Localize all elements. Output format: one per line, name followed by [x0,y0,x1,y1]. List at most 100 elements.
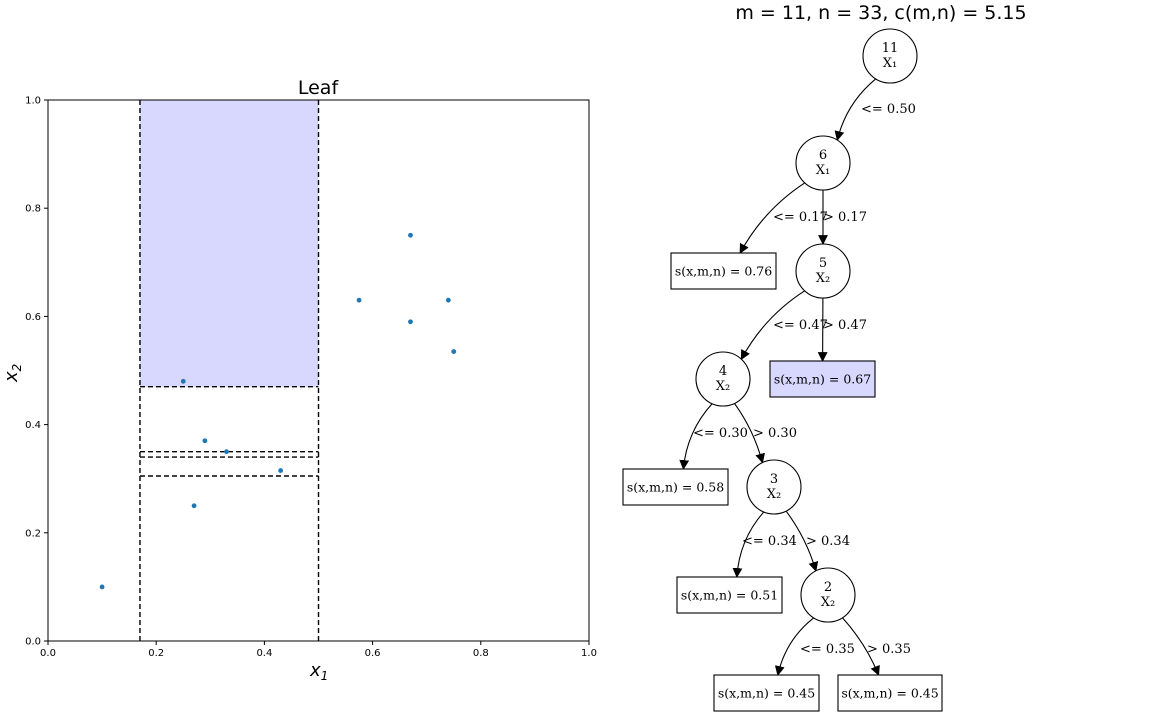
decision-tree: m = 11, n = 33, c(m,n) = 5.15 <= 0.50<= … [622,2,1027,712]
tree-edge-label: > 0.47 [823,318,867,333]
tree-leaf-score: s(x,m,n) = 0.67 [774,372,871,387]
tree-leaf-box-highlighted [769,360,876,398]
tree-node-circle [862,28,918,84]
tree-leaf: s(x,m,n) = 0.76 [670,252,777,290]
tree-edge-label: <= 0.35 [800,642,855,657]
data-point [408,319,413,325]
tree-leaf-box [622,468,729,506]
tree-node-circle [795,243,851,299]
tree-edge-label: > 0.34 [806,534,850,549]
tree-edge [834,78,877,142]
data-point [99,584,105,590]
tree-node-circle [695,351,751,407]
tree-node-feature: X₁ [816,163,830,178]
tree-node: 2X₂ [800,567,856,623]
tree-node-count: 6 [819,148,827,163]
y-tick-label: 0.0 [25,637,41,648]
tree-node: 5X₂ [795,243,851,299]
tree-leaf-box [837,674,943,712]
x-tick-label: 0.6 [365,648,381,659]
tree-edge-labels: <= 0.50 <= 0.17> 0.17 <= 0.47> 0.47 <= 0.30… [693,102,916,657]
highlighted-leaf-region [139,100,319,387]
data-point [445,297,451,303]
data-point [278,468,284,473]
data-point [191,503,197,509]
x-axis-ticks: 0.0 0.2 0.4 0.6 0.8 1.0 [40,641,597,659]
tree-edge-label: <= 0.47 [773,318,828,333]
tree-edges [679,78,880,676]
x-tick-label: 1.0 [581,648,597,659]
tree-edge-label: > 0.30 [753,426,797,441]
data-point [202,438,208,444]
tree-node-feature: X₂ [767,487,781,502]
tree-node-feature: X₂ [821,595,835,610]
tree-leaves: s(x,m,n) = 0.76 s(x,m,n) = 0.67 s(x,m,n) =… [622,252,943,712]
tree-leaf: s(x,m,n) = 0.58 [622,468,729,506]
x-tick-label: 0.2 [148,648,164,659]
y-tick-label: 0.6 [25,312,41,323]
tree-leaf-score: s(x,m,n) = 0.76 [675,264,772,279]
tree-leaf: s(x,m,n) = 0.45 [837,674,943,712]
tree-title: m = 11, n = 33, c(m,n) = 5.15 [735,2,1026,24]
partition-lines [139,100,320,641]
tree-edge [734,403,765,464]
plot-title: Leaf [298,77,340,99]
y-tick-label: 0.4 [25,420,41,431]
tree-leaf-box [676,576,783,614]
tree-leaf-score: s(x,m,n) = 0.45 [718,686,815,701]
y-axis-ticks: 0.0 0.2 0.4 0.6 0.8 1.0 [25,96,48,648]
tree-leaf: s(x,m,n) = 0.67 [769,360,876,398]
tree-leaf-score: s(x,m,n) = 0.58 [627,480,724,495]
tree-edge-label: > 0.17 [823,210,867,225]
tree-edge [841,617,880,676]
tree-node-circle [800,567,856,623]
data-point [224,449,229,455]
tree-node-feature: X₁ [883,56,897,71]
tree-node-circle [795,135,851,191]
tree-leaf: s(x,m,n) = 0.45 [713,674,820,712]
tree-node-count: 11 [882,41,899,56]
y-axis-label: x2 [1,364,24,383]
axes-frame [47,99,590,642]
data-point [356,297,362,303]
x-axis-label: x1 [309,660,328,683]
tree-node-count: 2 [824,580,832,595]
tree-node: 4X₂ [695,351,751,407]
tree-node-feature: X₂ [816,271,830,286]
tree-leaf-score: s(x,m,n) = 0.51 [681,588,778,603]
tree-leaf-box [670,252,777,290]
tree-edge-label: <= 0.17 [773,210,828,225]
y-tick-label: 1.0 [25,96,41,107]
tree-edge [774,617,814,676]
data-point [180,378,186,384]
tree-node-count: 3 [770,472,778,487]
tree-node-count: 4 [719,364,727,379]
x-tick-label: 0.8 [473,648,489,659]
data-points [99,232,457,590]
partition-scatter-plot: Leaf 0.0 0.2 0.4 0.6 0.8 1.0 0.0 0.2 0.4 0.6 0.8 1… [1,77,597,683]
tree-node-feature: X₂ [716,379,730,394]
y-tick-label: 0.8 [25,204,41,215]
tree-edge-label: <= 0.50 [861,102,916,117]
tree-edge [679,403,713,470]
tree-node-count: 5 [819,256,827,271]
y-tick-label: 0.2 [25,528,41,539]
data-point [451,349,457,354]
tree-edge-label: <= 0.30 [693,426,748,441]
x-tick-label: 0.0 [40,648,56,659]
tree-edge [732,511,765,578]
tree-node: 6X₁ [795,135,851,191]
tree-edge-label: <= 0.34 [742,534,797,549]
tree-node: 3X₂ [746,459,802,515]
x-tick-label: 0.4 [256,648,272,659]
data-point [408,232,413,238]
tree-leaf-box [713,674,820,712]
tree-edge [785,510,819,572]
tree-leaf: s(x,m,n) = 0.51 [676,576,783,614]
tree-edge [739,182,806,254]
tree-node-circle [746,459,802,515]
tree-leaf-score: s(x,m,n) = 0.45 [841,686,938,701]
